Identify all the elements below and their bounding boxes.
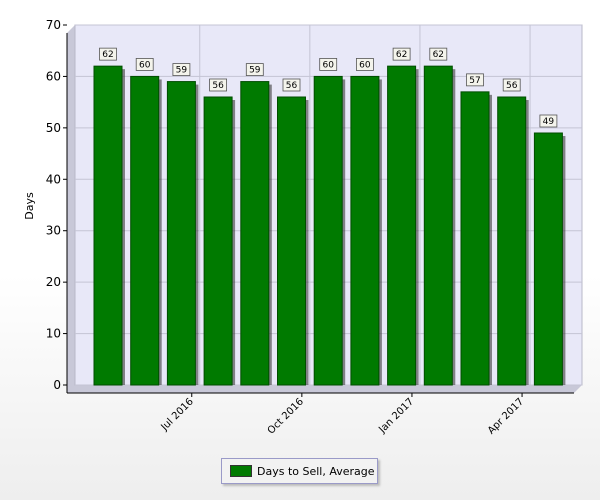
bar [313, 75, 343, 386]
x-tick-label: Jul 2016 [159, 396, 196, 433]
y-tick-label: 40 [46, 172, 61, 186]
y-tick-label: 30 [46, 224, 61, 238]
data-label-box [355, 58, 374, 71]
bar [423, 65, 453, 386]
data-label: 56 [506, 81, 518, 91]
data-label: 57 [469, 76, 480, 86]
legend: Days to Sell, Average [221, 458, 378, 484]
data-label-box [99, 47, 117, 61]
legend-swatch [230, 465, 252, 477]
y-tick-label: 70 [46, 18, 61, 32]
bar [533, 132, 563, 386]
bar [387, 65, 417, 386]
y-tick-label: 50 [46, 121, 61, 135]
y-tick-label: 60 [46, 69, 61, 83]
data-label-box [245, 63, 264, 76]
y-tick-label: 10 [46, 327, 61, 341]
data-label-box [172, 63, 191, 76]
y-tick-label: 0 [53, 378, 61, 392]
data-label-box [319, 58, 338, 71]
bar [460, 91, 490, 386]
data-label: 56 [286, 81, 298, 91]
data-label: 49 [543, 117, 555, 127]
data-label: 60 [139, 60, 151, 70]
data-label: 62 [433, 50, 444, 60]
y-axis-label: Days [23, 192, 36, 220]
x-tick-label: Jan 2017 [376, 396, 416, 436]
bar [130, 75, 160, 386]
legend-label: Days to Sell, Average [257, 464, 375, 478]
data-label-box [466, 73, 484, 87]
data-label: 60 [322, 60, 334, 70]
bar [277, 96, 306, 386]
bar [166, 81, 196, 386]
bar [203, 96, 233, 386]
data-label-box [502, 78, 521, 92]
data-label: 62 [102, 50, 113, 60]
x-tick-label: Apr 2017 [486, 396, 526, 436]
data-label-box [392, 47, 411, 61]
data-label: 60 [359, 60, 371, 70]
data-label-box [209, 78, 228, 92]
data-label-box [282, 78, 301, 92]
data-label: 62 [396, 50, 407, 60]
y-tick-label: 20 [46, 275, 61, 289]
bar [497, 96, 527, 386]
data-label: 56 [212, 81, 224, 91]
bar [93, 65, 123, 386]
data-label-box [539, 114, 558, 128]
data-label-box [429, 47, 448, 61]
data-label: 59 [176, 66, 188, 76]
bar [240, 81, 270, 386]
x-tick-label: Oct 2016 [266, 396, 306, 436]
data-label: 59 [249, 66, 261, 76]
bar [350, 75, 380, 386]
data-label-box [135, 58, 154, 71]
